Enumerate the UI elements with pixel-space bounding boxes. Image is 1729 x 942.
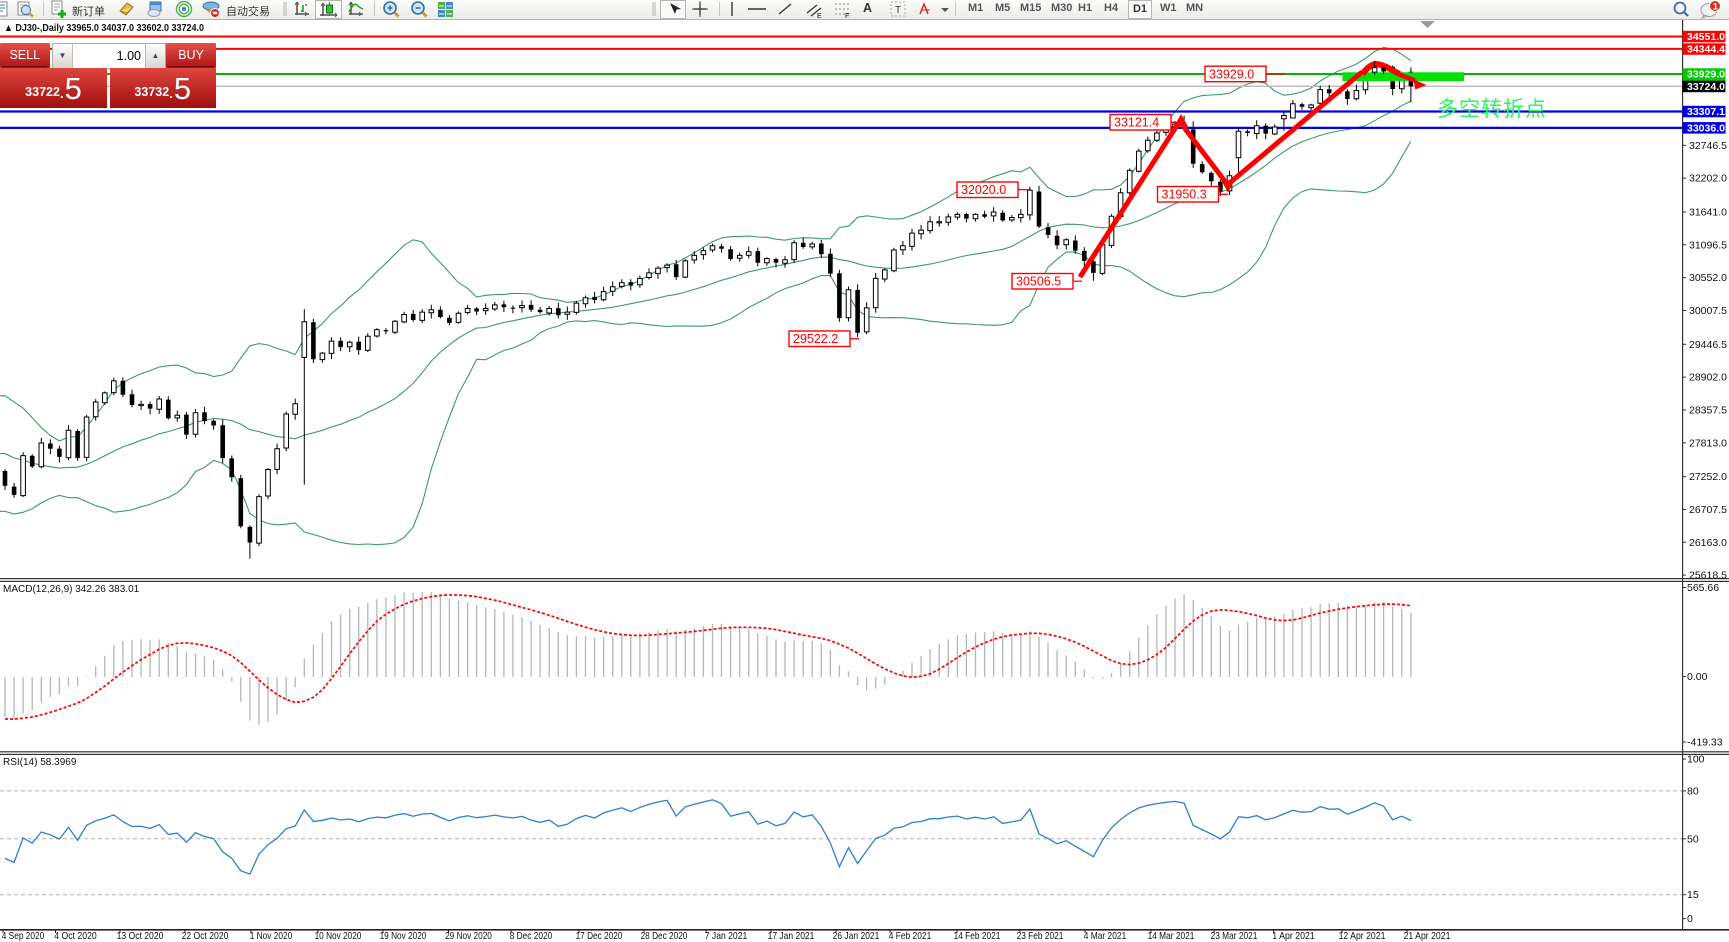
svg-text:34551.0: 34551.0 [1687,31,1725,43]
svg-text:15: 15 [1687,889,1699,901]
svg-text:30007.5: 30007.5 [1689,305,1727,317]
svg-text:31096.5: 31096.5 [1689,239,1727,251]
svg-text:29 Nov 2020: 29 Nov 2020 [445,930,492,942]
svg-text:33724.0: 33724.0 [1687,81,1725,93]
svg-text:32746.5: 32746.5 [1689,140,1727,152]
svg-text:17 Dec 2020: 17 Dec 2020 [576,930,623,942]
svg-text:100: 100 [1687,754,1705,766]
svg-text:33307.1: 33307.1 [1687,106,1725,118]
svg-text:26163.0: 26163.0 [1689,537,1727,549]
svg-text:23 Feb 2021: 23 Feb 2021 [1017,930,1064,942]
svg-text:1: 1 [1713,2,1719,13]
svg-text:13 Oct 2020: 13 Oct 2020 [117,930,164,942]
svg-text:多空转折点: 多空转折点 [1437,98,1547,121]
svg-text:26707.5: 26707.5 [1689,504,1727,516]
svg-text:0: 0 [1687,913,1693,925]
svg-text:28902.0: 28902.0 [1689,372,1727,384]
svg-text:30506.5: 30506.5 [1016,275,1061,289]
svg-text:F: F [845,13,849,19]
svg-text:14 Mar 2021: 14 Mar 2021 [1148,930,1195,942]
svg-text:565.66: 565.66 [1687,582,1719,594]
svg-text:26 Jan 2021: 26 Jan 2021 [833,930,880,942]
svg-text:1 Nov 2020: 1 Nov 2020 [250,930,293,942]
svg-text:MACD(12,26,9) 342.26 383.01: MACD(12,26,9) 342.26 383.01 [3,584,140,595]
svg-text:4 Sep 2020: 4 Sep 2020 [2,930,45,942]
svg-text:8 Dec 2020: 8 Dec 2020 [510,930,553,942]
svg-text:33929.0: 33929.0 [1687,69,1725,81]
svg-text:1 Apr 2021: 1 Apr 2021 [1272,930,1315,942]
svg-text:32020.0: 32020.0 [961,183,1006,197]
svg-text:0.00: 0.00 [1687,671,1708,683]
svg-text:29522.2: 29522.2 [793,332,838,346]
svg-text:34344.4: 34344.4 [1687,44,1725,56]
svg-text:7 Jan 2021: 7 Jan 2021 [705,930,748,942]
svg-text:E: E [817,13,822,19]
svg-text:23 Mar 2021: 23 Mar 2021 [1211,930,1258,942]
svg-text:22 Oct 2020: 22 Oct 2020 [182,930,229,942]
svg-text:30552.0: 30552.0 [1689,272,1727,284]
svg-text:19 Nov 2020: 19 Nov 2020 [380,930,427,942]
svg-text:33036.0: 33036.0 [1687,122,1725,134]
svg-text:4 Mar 2021: 4 Mar 2021 [1084,930,1127,942]
svg-text:21 Apr 2021: 21 Apr 2021 [1404,930,1451,942]
svg-text:14 Feb 2021: 14 Feb 2021 [954,930,1001,942]
svg-text:50: 50 [1687,833,1699,845]
svg-text:31950.3: 31950.3 [1162,188,1207,202]
svg-text:29446.5: 29446.5 [1689,339,1727,351]
svg-text:17 Jan 2021: 17 Jan 2021 [768,930,815,942]
svg-text:27252.0: 27252.0 [1689,471,1727,483]
svg-text:T: T [895,5,901,16]
svg-text:28357.5: 28357.5 [1689,405,1727,417]
svg-text:27813.0: 27813.0 [1689,437,1727,449]
svg-text:31641.0: 31641.0 [1689,207,1727,219]
svg-text:12 Apr 2021: 12 Apr 2021 [1339,930,1386,942]
svg-text:RSI(14) 58.3969: RSI(14) 58.3969 [3,757,77,768]
svg-text:▲ DJ30-,Daily 33965.0 34037.0: ▲ DJ30-,Daily 33965.0 34037.0 33602.0 33… [4,22,204,34]
svg-text:4 Feb 2021: 4 Feb 2021 [889,930,932,942]
svg-text:-419.33: -419.33 [1687,737,1723,749]
svg-text:28 Dec 2020: 28 Dec 2020 [641,930,688,942]
svg-text:4 Oct 2020: 4 Oct 2020 [54,930,97,942]
svg-text:25618.5: 25618.5 [1689,570,1727,582]
svg-text:10 Nov 2020: 10 Nov 2020 [315,930,362,942]
svg-text:32202.0: 32202.0 [1689,173,1727,185]
svg-text:33929.0: 33929.0 [1209,67,1254,81]
svg-text:33121.4: 33121.4 [1114,116,1159,130]
svg-text:80: 80 [1687,785,1699,797]
